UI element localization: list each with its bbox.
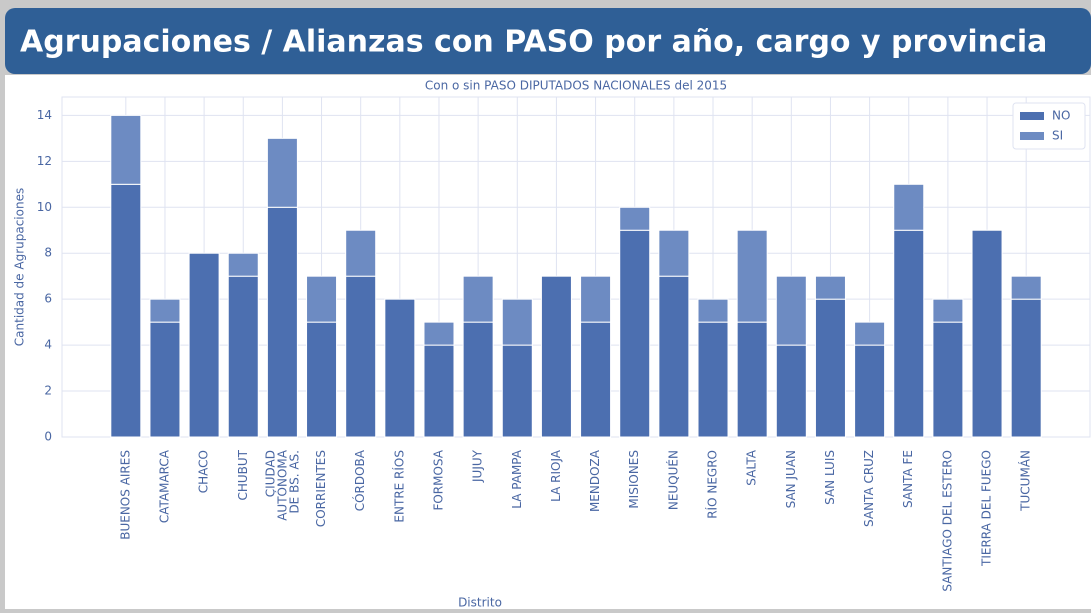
bar-segment — [854, 321, 886, 346]
bar-segment — [345, 229, 377, 277]
bar-segment — [540, 275, 572, 438]
x-tick-label: NEUQUÉN — [665, 450, 680, 510]
x-tick-label: CHACO — [197, 450, 211, 493]
y-tick-label: 0 — [44, 430, 52, 444]
bar-segment — [619, 206, 651, 231]
bar-segment — [697, 298, 729, 323]
bar-segment — [971, 229, 1003, 438]
x-tick-label: JUJUY — [471, 449, 485, 483]
bar-segment — [227, 252, 259, 277]
x-tick-label: ENTRE RÍOS — [391, 450, 406, 523]
bar-segment — [227, 275, 259, 438]
bar-segment — [266, 137, 298, 208]
bar-segment — [736, 229, 768, 323]
bar-segment — [188, 252, 220, 438]
legend-box — [1012, 102, 1086, 150]
bar-segment — [266, 206, 298, 438]
x-tick-label: FORMOSA — [431, 449, 445, 510]
bar-segment — [658, 275, 690, 438]
bar-segment — [462, 275, 494, 323]
bar-segment — [110, 114, 142, 185]
bar-segment — [893, 229, 925, 438]
bar-segment — [736, 321, 768, 438]
x-tick-label: TUCUMÁN — [1018, 450, 1033, 512]
x-axis-label: Distrito — [458, 596, 502, 610]
bar-segment — [423, 344, 455, 438]
bar-segment — [580, 321, 612, 438]
bar-segment — [501, 344, 533, 438]
x-tick-label: MENDOZA — [588, 449, 602, 512]
bar-segment — [110, 183, 142, 438]
bar-segment — [1010, 298, 1042, 438]
bar-segment — [345, 275, 377, 438]
y-tick-label: 8 — [44, 246, 52, 260]
header-title: Agrupaciones / Alianzas con PASO por año… — [20, 25, 1047, 60]
x-tick-label: SAN LUIS — [823, 450, 837, 505]
bar-segment — [697, 321, 729, 438]
x-tick-label: SANTA CRUZ — [862, 450, 876, 527]
header-band — [5, 8, 1091, 74]
legend-swatch — [1020, 112, 1044, 120]
bar-segment — [932, 321, 964, 438]
x-tick-label: CHUBUT — [236, 449, 250, 500]
bar-segment — [149, 298, 181, 323]
bar-segment — [814, 298, 846, 438]
bar-segment — [854, 344, 886, 438]
legend-label: SI — [1052, 129, 1063, 143]
bar-segment — [149, 321, 181, 438]
y-tick-label: 12 — [37, 154, 52, 168]
x-tick-label: BUENOS AIRES — [118, 450, 132, 540]
y-axis-label: Cantidad de Agrupaciones — [13, 188, 27, 346]
x-tick-label: SANTA FE — [901, 450, 915, 508]
bar-segment — [462, 321, 494, 438]
x-tick-label: RÍO NEGRO — [705, 450, 720, 519]
x-tick-label: SANTIAGO DEL ESTERO — [940, 450, 954, 592]
bar-segment — [580, 275, 612, 323]
x-tick-label: LA PAMPA — [510, 449, 524, 508]
x-tick-label: CATAMARCA — [157, 449, 171, 523]
bar-segment — [501, 298, 533, 346]
y-tick-label: 4 — [44, 338, 52, 352]
legend-label: NO — [1052, 109, 1070, 123]
y-tick-label: 14 — [37, 108, 52, 122]
bar-segment — [306, 275, 338, 323]
x-tick-label: MISIONES — [627, 450, 641, 509]
bar-segment — [814, 275, 846, 300]
bar-segment — [775, 344, 807, 438]
bar-segment — [306, 321, 338, 438]
bar-segment — [893, 183, 925, 231]
x-tick-label: TIERRA DEL FUEGO — [980, 450, 994, 567]
bar-segment — [1010, 275, 1042, 300]
x-tick-label: LA RIOJA — [549, 449, 563, 502]
chart-title: Con o sin PASO DIPUTADOS NACIONALES del … — [425, 79, 727, 93]
x-tick-label: SALTA — [745, 449, 759, 485]
x-tick-label: SAN JUAN — [784, 450, 798, 508]
y-tick-label: 10 — [37, 200, 52, 214]
bar-segment — [384, 298, 416, 438]
x-tick-label: CIUDADAUTÓNOMADE BS. AS. — [263, 449, 301, 521]
x-tick-label: CORRIENTES — [314, 450, 328, 527]
y-tick-label: 2 — [44, 384, 52, 398]
y-tick-label: 6 — [44, 292, 52, 306]
legend-swatch — [1020, 132, 1044, 140]
bar-segment — [658, 229, 690, 277]
bar-segment — [932, 298, 964, 323]
bar-segment — [619, 229, 651, 438]
x-tick-label: CÓRDOBA — [352, 449, 367, 511]
bar-segment — [775, 275, 807, 346]
bar-segment — [423, 321, 455, 346]
